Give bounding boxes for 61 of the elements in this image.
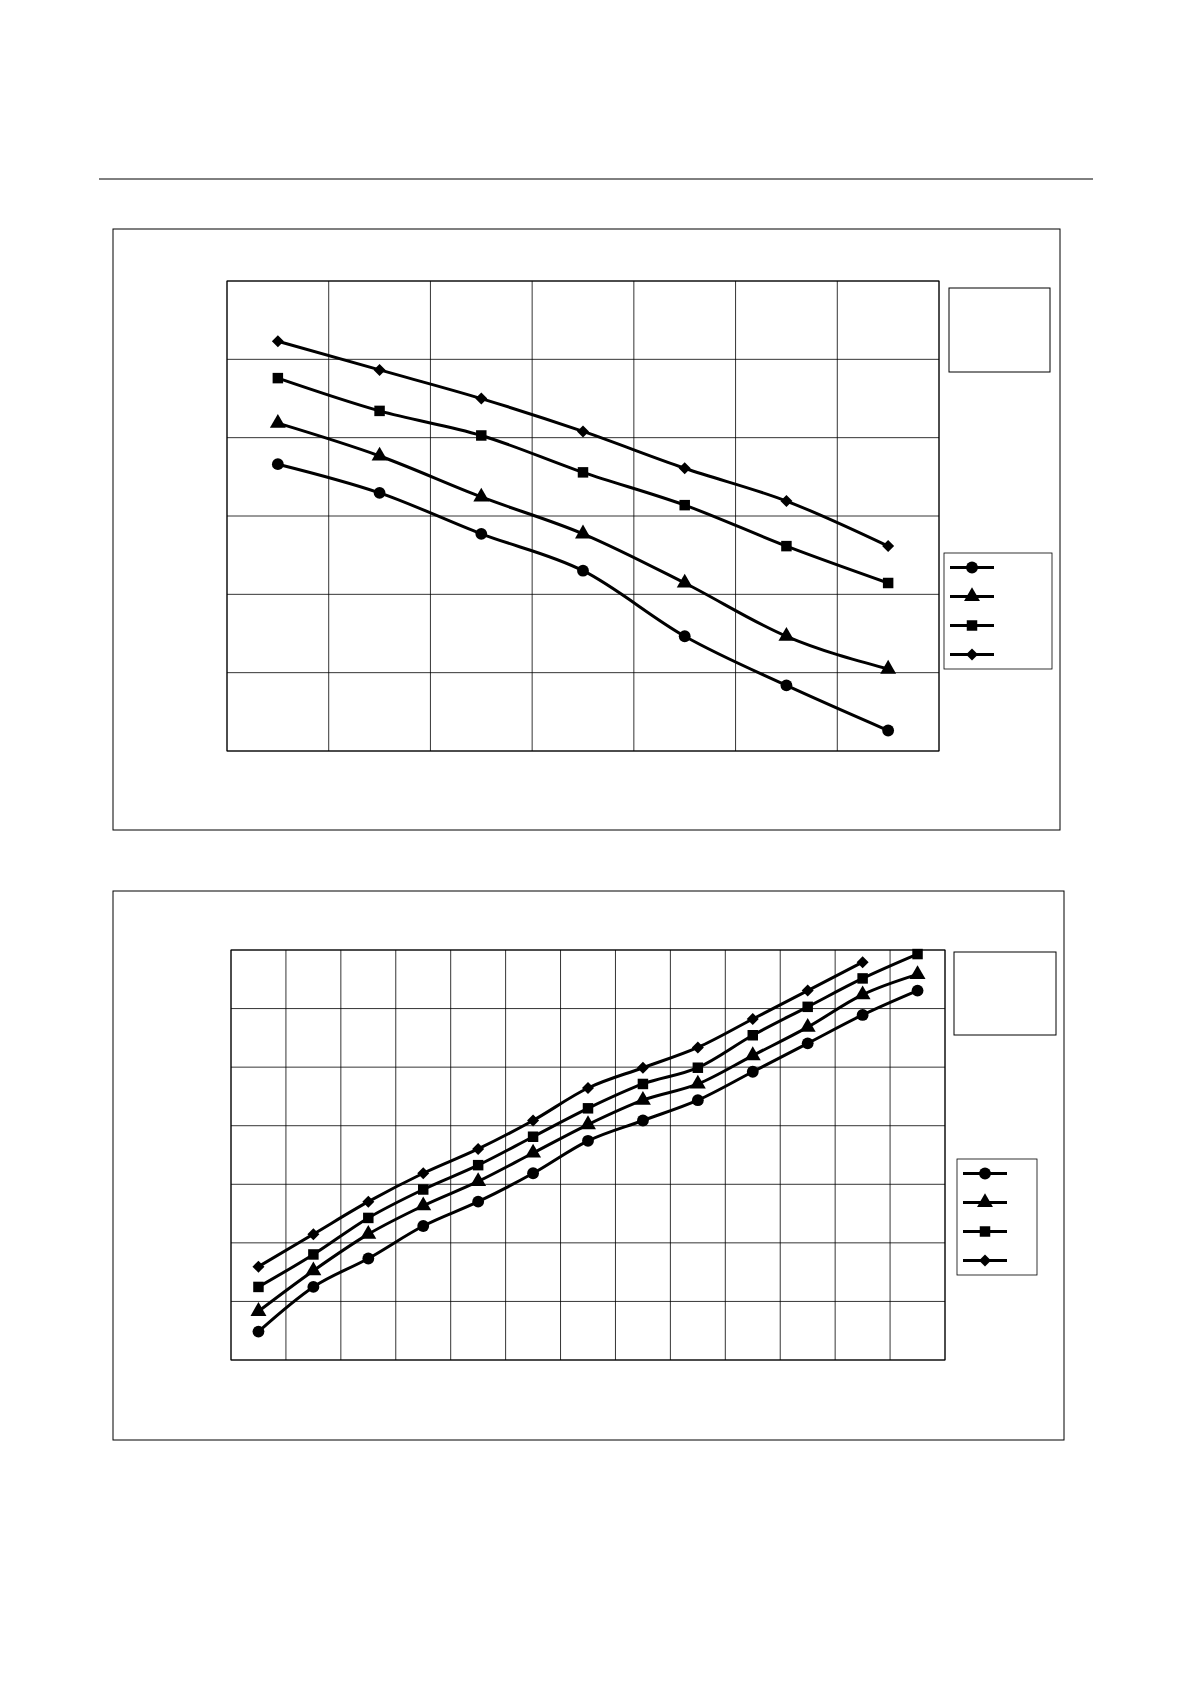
point <box>580 1115 596 1130</box>
point <box>582 1082 594 1095</box>
point <box>747 1030 759 1041</box>
point <box>678 462 691 475</box>
point <box>271 458 284 471</box>
point <box>692 1062 704 1073</box>
point <box>801 1037 814 1050</box>
point <box>882 577 894 589</box>
point <box>472 1195 485 1208</box>
point <box>363 1212 374 1224</box>
point <box>272 372 284 384</box>
point <box>271 335 284 348</box>
point <box>252 1325 265 1338</box>
point <box>911 984 924 997</box>
point <box>691 1041 704 1054</box>
point <box>253 1281 264 1293</box>
point <box>577 467 589 478</box>
point <box>373 363 386 376</box>
point <box>856 956 869 969</box>
point <box>802 1001 813 1013</box>
point <box>781 540 792 552</box>
point <box>362 1252 375 1265</box>
point <box>308 1249 319 1260</box>
point <box>527 1167 539 1180</box>
point <box>857 973 868 984</box>
point <box>577 425 589 438</box>
point <box>307 1281 320 1293</box>
point <box>577 564 589 577</box>
point <box>746 1013 759 1026</box>
point <box>691 1094 704 1107</box>
point <box>636 1061 649 1074</box>
point <box>475 527 488 540</box>
point <box>801 984 814 997</box>
point <box>374 405 385 417</box>
point <box>476 430 487 441</box>
point <box>582 1134 594 1147</box>
point <box>417 1184 429 1195</box>
point <box>373 486 386 499</box>
point <box>472 1159 484 1171</box>
point <box>637 1078 649 1090</box>
point <box>637 1114 649 1127</box>
point <box>746 1065 759 1078</box>
point <box>882 540 895 553</box>
point <box>307 1228 320 1241</box>
point <box>417 1220 430 1232</box>
point <box>912 948 923 960</box>
point <box>527 1131 539 1142</box>
point <box>527 1114 540 1127</box>
point <box>882 724 895 737</box>
point <box>252 1260 265 1273</box>
point <box>475 392 488 405</box>
point <box>679 499 690 511</box>
point <box>780 495 793 508</box>
point <box>582 1103 594 1114</box>
point <box>362 1195 375 1208</box>
point <box>744 1046 761 1061</box>
point <box>856 1009 869 1021</box>
point <box>472 1142 485 1155</box>
point <box>678 630 691 643</box>
point <box>417 1167 430 1180</box>
point <box>780 679 793 692</box>
